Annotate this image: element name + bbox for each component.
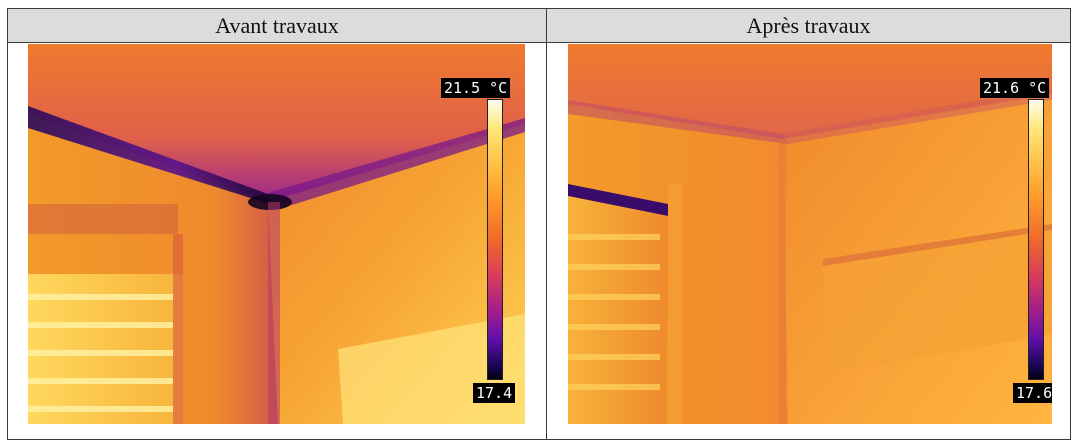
column-title-before: Avant travaux	[215, 13, 339, 38]
color-scale-bar-before	[487, 99, 503, 380]
thermal-image-before: 21.5 °C 17.4	[28, 44, 525, 424]
scale-max-before: 21.5 °C	[441, 78, 511, 98]
comparison-table: Avant travaux Après travaux	[7, 8, 1071, 440]
color-scale-bar-after	[1028, 99, 1044, 380]
table-header: Avant travaux Après travaux	[8, 9, 1070, 43]
column-title-after: Après travaux	[746, 13, 871, 38]
scale-max-after: 21.6 °C	[980, 78, 1050, 98]
scale-min-before: 17.4	[473, 383, 516, 403]
thermal-scene-before	[28, 44, 525, 424]
thermal-scene-after	[568, 44, 1052, 424]
column-divider	[546, 9, 547, 439]
scale-min-after: 17.6	[1013, 383, 1052, 403]
thermal-image-after: 21.6 °C 17.6	[568, 44, 1052, 424]
